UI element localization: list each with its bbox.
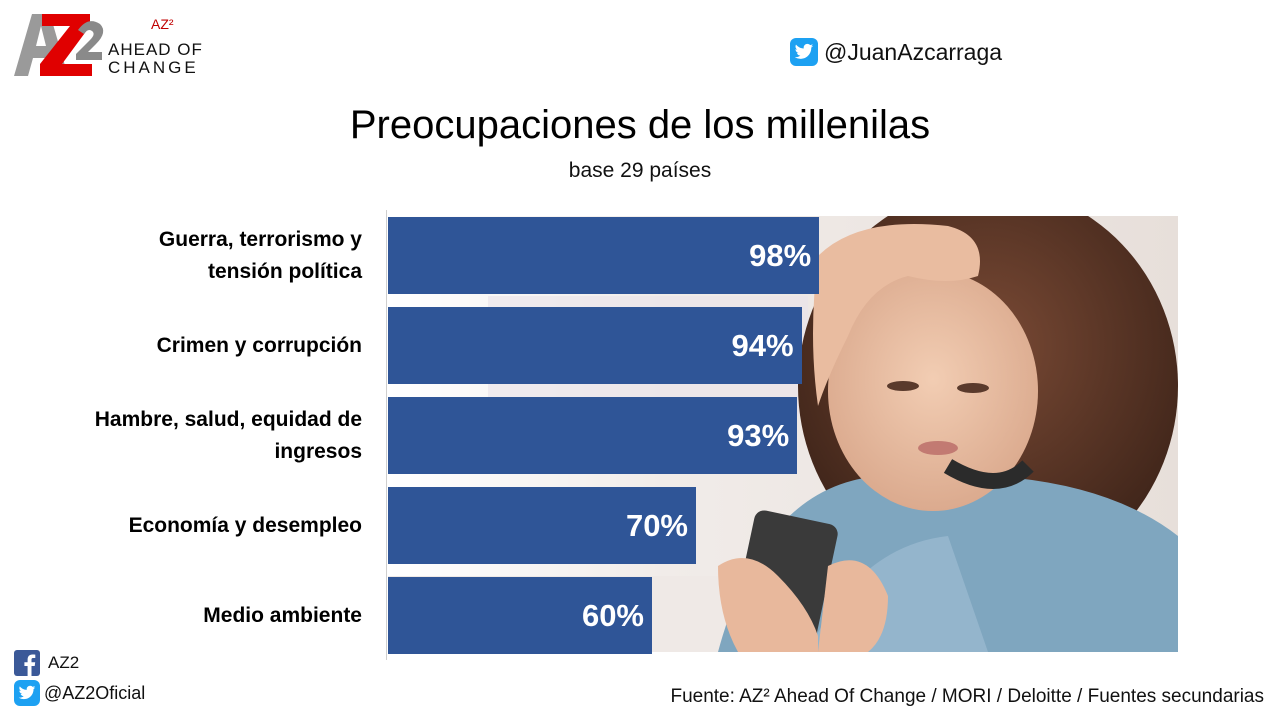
source-note: Fuente: AZ² Ahead Of Change / MORI / Del… bbox=[670, 686, 1264, 707]
header-twitter-handle: @JuanAzcarraga bbox=[824, 38, 1003, 65]
category-label: Crimen y corrupción bbox=[40, 330, 362, 362]
bar bbox=[388, 577, 652, 654]
bar-value-label: 70% bbox=[625, 508, 688, 543]
bar bbox=[388, 397, 798, 474]
category-label-line: Guerra, terrorismo y bbox=[158, 227, 362, 251]
twitter-icon bbox=[14, 680, 40, 706]
bar bbox=[388, 307, 802, 384]
bar-value-label: 94% bbox=[731, 328, 794, 363]
bar-value-label: 93% bbox=[727, 418, 790, 453]
category-label: Guerra, terrorismo y tensión política bbox=[40, 224, 362, 288]
footer-twitter-handle: @AZ2Oficial bbox=[44, 682, 146, 703]
logo-change: CHANGE bbox=[108, 58, 199, 77]
header-twitter[interactable]: @JuanAzcarraga bbox=[790, 36, 1002, 68]
category-label: Hambre, salud, equidad de ingresos bbox=[40, 404, 362, 468]
category-label-line: Medio ambiente bbox=[203, 603, 362, 627]
twitter-icon bbox=[790, 38, 818, 66]
chart-subtitle: base 29 países bbox=[568, 159, 712, 182]
category-label-line: ingresos bbox=[274, 439, 362, 463]
bar bbox=[388, 487, 696, 564]
category-label: Medio ambiente bbox=[40, 600, 362, 632]
footer-facebook[interactable]: AZ2 bbox=[14, 650, 79, 676]
category-label-line: Economía y desempleo bbox=[128, 513, 362, 537]
footer-facebook-name: AZ2 bbox=[48, 653, 80, 672]
category-label-line: tensión política bbox=[207, 259, 362, 283]
category-axis-line bbox=[386, 210, 387, 660]
az2-logo: AZ² AHEAD OF CHANGE bbox=[12, 10, 212, 82]
chart-title: Preocupaciones de los millenilas bbox=[349, 103, 931, 147]
category-label-line: Hambre, salud, equidad de bbox=[94, 407, 362, 431]
logo-superscript: AZ² bbox=[151, 16, 174, 32]
facebook-icon bbox=[14, 650, 40, 676]
bar bbox=[388, 217, 820, 294]
logo-ahead-of: AHEAD OF bbox=[108, 40, 203, 59]
bar-value-label: 98% bbox=[749, 238, 812, 273]
footer-twitter[interactable]: @AZ2Oficial bbox=[14, 680, 145, 706]
category-label: Economía y desempleo bbox=[40, 510, 362, 542]
category-label-line: Crimen y corrupción bbox=[156, 333, 362, 357]
az2-logo-mark bbox=[14, 14, 104, 76]
bar-value-label: 60% bbox=[581, 598, 644, 633]
